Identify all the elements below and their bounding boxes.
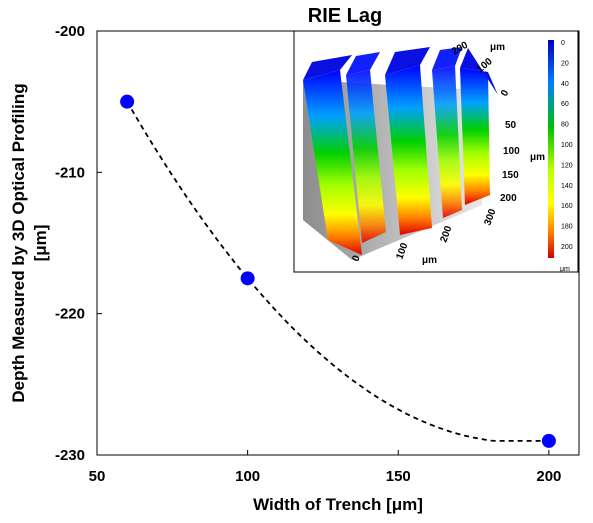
- inset-z-unit: μm: [530, 152, 545, 163]
- inset-wall-1: [303, 70, 362, 255]
- inset-wall-3: [385, 65, 432, 235]
- inset-top-4: [432, 47, 462, 70]
- colorbar-tick-label: 140: [561, 183, 573, 190]
- inset-y-tick: 0: [499, 88, 512, 99]
- x-tick-label: 150: [386, 468, 411, 485]
- x-tick-label: 200: [536, 468, 561, 485]
- colorbar-tick-label: 0: [561, 40, 565, 47]
- inset-3d-profile: 0 100 200 300 μm 0 100 200 μm 50 100 μm …: [293, 30, 579, 273]
- inset-colorbar-unit: μm: [560, 266, 570, 273]
- colorbar-tick-label: 80: [561, 122, 569, 129]
- inset-y-unit: μm: [490, 42, 505, 53]
- colorbar-tick-label: 120: [561, 162, 573, 169]
- y-tick-label: -200: [55, 23, 85, 40]
- chart-title: RIE Lag: [308, 5, 382, 27]
- y-axis-ticks: -200 -210 -220 -230: [55, 23, 102, 464]
- inset-wall-2: [346, 70, 386, 243]
- x-axis-ticks: 50 100 150 200: [89, 450, 561, 485]
- inset-x-unit: μm: [422, 255, 437, 266]
- colorbar-tick-label: 60: [561, 101, 569, 108]
- colorbar-tick-label: 20: [561, 60, 569, 67]
- x-axis-label: Width of Trench [μm]: [253, 495, 423, 514]
- y-axis-label: Depth Measured by 3D Optical Profiling: [9, 83, 28, 402]
- inset-wall-4: [432, 66, 462, 218]
- inset-top-3: [385, 47, 430, 75]
- data-points: [120, 94, 556, 448]
- inset-top-1: [303, 55, 352, 80]
- colorbar-tick-label: 200: [561, 244, 573, 251]
- inset-z-tick: 150: [502, 170, 519, 181]
- colorbar-tick-label: 100: [561, 142, 573, 149]
- data-point: [541, 433, 556, 448]
- x-tick-label: 100: [235, 468, 260, 485]
- y-tick-label: -210: [55, 164, 85, 181]
- colorbar-tick-label: 160: [561, 203, 573, 210]
- inset-top-5: [460, 48, 498, 95]
- inset-z-tick: 50: [505, 120, 517, 131]
- inset-x-tick: 0: [350, 254, 362, 263]
- x-tick-label: 50: [89, 468, 106, 485]
- data-point: [240, 271, 255, 286]
- y-tick-label: -220: [55, 306, 85, 323]
- colorbar-tick-label: 40: [561, 81, 569, 88]
- y-axis-label-unit: [μm]: [31, 225, 50, 262]
- inset-wall-5: [460, 68, 490, 205]
- data-point: [120, 94, 135, 109]
- inset-colorbar: [548, 40, 554, 258]
- trend-line: [126, 101, 549, 442]
- inset-z-tick: 200: [500, 193, 517, 204]
- inset-top-2: [346, 52, 380, 75]
- inset-z-tick: 100: [503, 146, 520, 157]
- inset-colorbar-ticks: 0 20 40 60 80 100 120 140 160 180 200: [561, 40, 573, 251]
- colorbar-tick-label: 180: [561, 224, 573, 231]
- y-tick-label: -230: [55, 447, 85, 464]
